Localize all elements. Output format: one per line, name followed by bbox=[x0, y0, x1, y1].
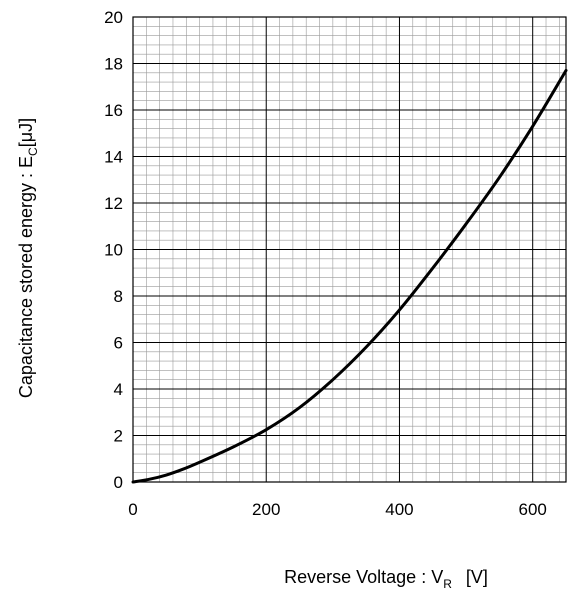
y-tick-labels: 0 2 4 6 8 10 12 14 16 18 20 bbox=[104, 8, 123, 492]
x-axis-title-unit: [V] bbox=[466, 567, 488, 587]
series-layer bbox=[131, 68, 568, 484]
y-axis-title-unit: [μJ] bbox=[16, 118, 36, 147]
x-tick-label: 0 bbox=[128, 500, 137, 519]
y-tick-label: 12 bbox=[104, 194, 123, 213]
y-tick-label: 20 bbox=[104, 8, 123, 27]
y-axis-title: Capacitance stored energy : EC[μJ] bbox=[16, 118, 40, 398]
y-tick-label: 4 bbox=[114, 380, 123, 399]
x-axis-title-subscript: R bbox=[443, 577, 452, 591]
y-tick-label: 18 bbox=[104, 55, 123, 74]
major-gridlines bbox=[132, 16, 566, 483]
y-axis-title-subscript: C bbox=[26, 147, 40, 156]
plot-area-frame bbox=[132, 16, 567, 483]
y-tick-label: 2 bbox=[114, 427, 123, 446]
y-axis-title-main: Capacitance stored energy : E bbox=[16, 156, 36, 398]
y-tick-label: 16 bbox=[104, 101, 123, 120]
y-tick-label: 0 bbox=[114, 473, 123, 492]
y-tick-label: 6 bbox=[114, 334, 123, 353]
x-tick-label: 600 bbox=[519, 500, 547, 519]
y-tick-label: 14 bbox=[104, 148, 123, 167]
x-tick-label: 200 bbox=[252, 500, 280, 519]
y-tick-label: 8 bbox=[114, 287, 123, 306]
x-axis-title: Reverse Voltage : VR [V] bbox=[284, 567, 488, 591]
series-line bbox=[131, 68, 568, 484]
x-tick-label: 400 bbox=[385, 500, 413, 519]
y-tick-label: 10 bbox=[104, 241, 123, 260]
x-tick-labels: 0 200 400 600 bbox=[128, 500, 547, 519]
x-axis-title-main: Reverse Voltage : V bbox=[284, 567, 443, 587]
